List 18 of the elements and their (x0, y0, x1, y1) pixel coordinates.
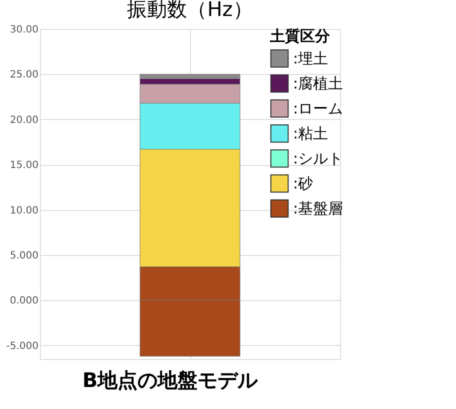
y-tick-label: 25.00 (10, 70, 38, 81)
legend-title: 土質区分 (269, 27, 331, 45)
legend-label: :粘土 (293, 124, 328, 142)
y-tick-label: -5.000 (6, 340, 38, 352)
chart-title: 振動数（Hz） (127, 0, 253, 21)
legend-label: :基盤層 (293, 200, 344, 218)
text: B地点の地盤モデル (82, 368, 259, 392)
y-tick-label: 30.00 (10, 24, 38, 36)
y-tick-label: 0.000 (10, 296, 38, 307)
y-tick-label: 5.000 (10, 250, 38, 262)
legend-label: :ローム (293, 100, 344, 118)
legend-label: :腐植土 (293, 74, 344, 92)
legend-label: :シルト (293, 150, 344, 168)
y-tick-label: 15.00 (10, 160, 38, 172)
legend-label: :砂 (293, 174, 314, 192)
y-tick-label: 10.00 (10, 205, 38, 216)
legend-label: :埋土 (293, 50, 328, 68)
y-tick-label: 20.00 (10, 114, 38, 126)
